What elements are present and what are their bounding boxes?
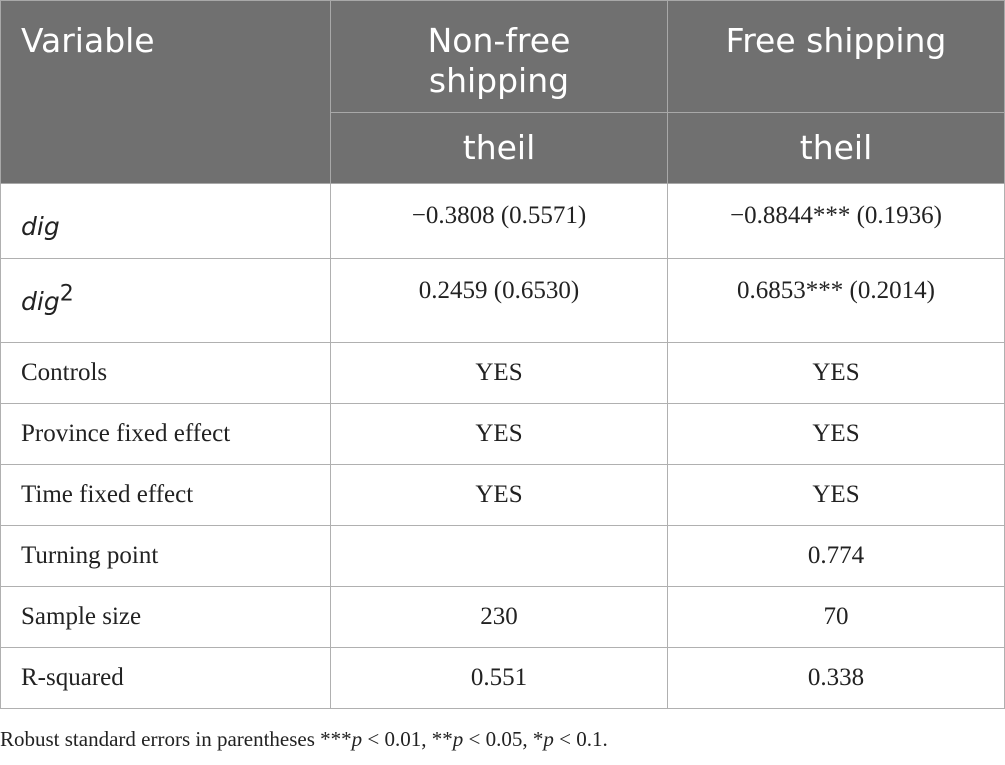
cell-free: 70 xyxy=(667,586,1005,648)
row-label-dig: dig xyxy=(0,183,331,259)
table-row: dig −0.3808 (0.5571) −0.8844*** (0.1936) xyxy=(0,183,1005,259)
row-label: Controls xyxy=(0,342,331,404)
header-non-free-line2: shipping xyxy=(428,61,570,100)
dig-symbol: dig xyxy=(21,287,60,316)
table-row: Sample size 230 70 xyxy=(0,586,1005,648)
footnote-prefix: Robust standard errors in parentheses **… xyxy=(0,727,352,751)
footnote-threshold-1: < 0.01, ** xyxy=(362,727,453,751)
cell-free: −0.8844*** (0.1936) xyxy=(667,183,1005,259)
table-row: Turning point 0.774 xyxy=(0,525,1005,587)
subheader-theil-1: theil xyxy=(330,112,668,184)
results-table-container: Variable Non-free shipping Free shipping… xyxy=(0,0,1005,709)
cell-non-free: YES xyxy=(330,403,668,465)
cell-non-free xyxy=(330,525,668,587)
table-footnote: Robust standard errors in parentheses **… xyxy=(0,727,608,752)
table-row: Controls YES YES xyxy=(0,342,1005,404)
superscript-2: 2 xyxy=(59,281,74,307)
table-row: dig2 0.2459 (0.6530) 0.6853*** (0.2014) xyxy=(0,258,1005,343)
footnote-p-2: p xyxy=(452,727,464,751)
table-row: Time fixed effect YES YES xyxy=(0,464,1005,526)
table-row: Province fixed effect YES YES xyxy=(0,403,1005,465)
footnote-p-1: p xyxy=(351,727,363,751)
table-row: R-squared 0.551 0.338 xyxy=(0,647,1005,709)
cell-free: 0.774 xyxy=(667,525,1005,587)
header-free-shipping: Free shipping xyxy=(667,0,1005,113)
subheader-theil-2: theil xyxy=(667,112,1005,184)
header-non-free-line1: Non-free xyxy=(427,21,571,60)
cell-free: YES xyxy=(667,342,1005,404)
dig-symbol: dig xyxy=(21,212,60,241)
cell-non-free: 0.551 xyxy=(330,647,668,709)
cell-free: 0.338 xyxy=(667,647,1005,709)
cell-non-free: −0.3808 (0.5571) xyxy=(330,183,668,259)
row-label-dig-squared: dig2 xyxy=(0,258,331,343)
cell-non-free: YES xyxy=(330,464,668,526)
cell-non-free: 0.2459 (0.6530) xyxy=(330,258,668,343)
row-label: R-squared xyxy=(0,647,331,709)
row-label: Province fixed effect xyxy=(0,403,331,465)
cell-non-free: YES xyxy=(330,342,668,404)
results-table: Variable Non-free shipping Free shipping… xyxy=(0,0,1005,709)
row-label: Turning point xyxy=(0,525,331,587)
footnote-threshold-2: < 0.05, * xyxy=(463,727,544,751)
cell-free: YES xyxy=(667,464,1005,526)
row-label: Sample size xyxy=(0,586,331,648)
footnote-p-3: p xyxy=(543,727,554,751)
header-variable: Variable xyxy=(0,0,331,184)
row-label: Time fixed effect xyxy=(0,464,331,526)
cell-non-free: 230 xyxy=(330,586,668,648)
cell-free: 0.6853*** (0.2014) xyxy=(667,258,1005,343)
header-non-free-shipping: Non-free shipping xyxy=(330,0,668,113)
footnote-threshold-3: < 0.1. xyxy=(553,727,608,751)
cell-free: YES xyxy=(667,403,1005,465)
